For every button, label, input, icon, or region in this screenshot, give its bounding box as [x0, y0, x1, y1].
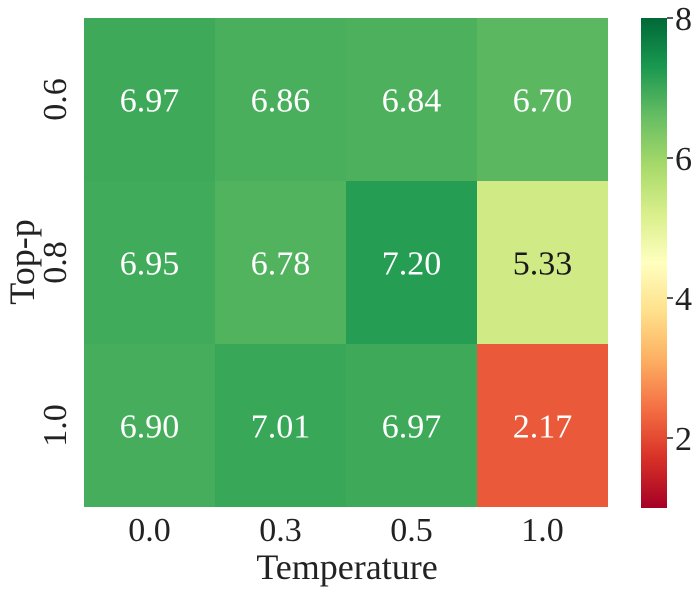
heatmap-cell — [477, 344, 608, 507]
x-tick-label: 0.5 — [390, 512, 433, 549]
y-tick-label: 0.8 — [37, 241, 74, 284]
x-axis-ticks: 0.0 0.3 0.5 1.0 — [128, 512, 564, 549]
heatmap-cell — [346, 181, 477, 344]
heatmap-cell — [346, 18, 477, 181]
colorbar-tick-label: 6 — [675, 141, 692, 178]
cell-value-label: 7.01 — [251, 409, 311, 446]
y-axis-ticks: 0.6 0.8 1.0 — [37, 78, 74, 447]
x-tick-label: 1.0 — [521, 512, 564, 549]
y-tick-label: 0.6 — [37, 78, 74, 121]
colorbar-tick-label: 2 — [675, 421, 692, 458]
colorbar — [641, 18, 667, 508]
heatmap-cell — [477, 18, 608, 181]
heatmap-cell — [84, 181, 215, 344]
colorbar-ticks: 2 4 6 8 — [667, 1, 692, 458]
heatmap-cell — [84, 344, 215, 507]
cell-value-label: 2.17 — [513, 409, 573, 446]
x-tick-label: 0.0 — [128, 512, 171, 549]
cell-value-label: 5.33 — [513, 246, 573, 283]
cell-value-label: 6.78 — [251, 246, 311, 283]
heatmap-cell — [477, 181, 608, 344]
cell-value-label: 6.70 — [513, 83, 573, 120]
colorbar-tick-label: 4 — [675, 281, 692, 318]
y-tick-label: 1.0 — [37, 404, 74, 447]
cell-value-label: 6.84 — [382, 83, 442, 120]
heatmap-cells — [84, 18, 608, 507]
y-axis-label: Top-p — [2, 219, 42, 304]
colorbar-tick-label: 8 — [675, 1, 692, 38]
heatmap-value-labels: 6.97 6.86 6.84 6.70 6.95 6.78 7.20 5.33 6.90 7.01… — [120, 83, 573, 446]
heatmap-cell — [215, 344, 346, 507]
cell-value-label: 6.95 — [120, 246, 180, 283]
x-tick-label: 0.3 — [259, 512, 302, 549]
cell-value-label: 6.97 — [382, 409, 442, 446]
heatmap-cell — [215, 18, 346, 181]
cell-value-label: 6.90 — [120, 409, 180, 446]
cell-value-label: 7.20 — [382, 246, 442, 283]
cell-value-label: 6.86 — [251, 83, 311, 120]
heatmap-cell — [346, 344, 477, 507]
heatmap-cell — [84, 18, 215, 181]
x-axis-label: Temperature — [256, 547, 437, 587]
heatmap-cell — [215, 181, 346, 344]
cell-value-label: 6.97 — [120, 83, 180, 120]
